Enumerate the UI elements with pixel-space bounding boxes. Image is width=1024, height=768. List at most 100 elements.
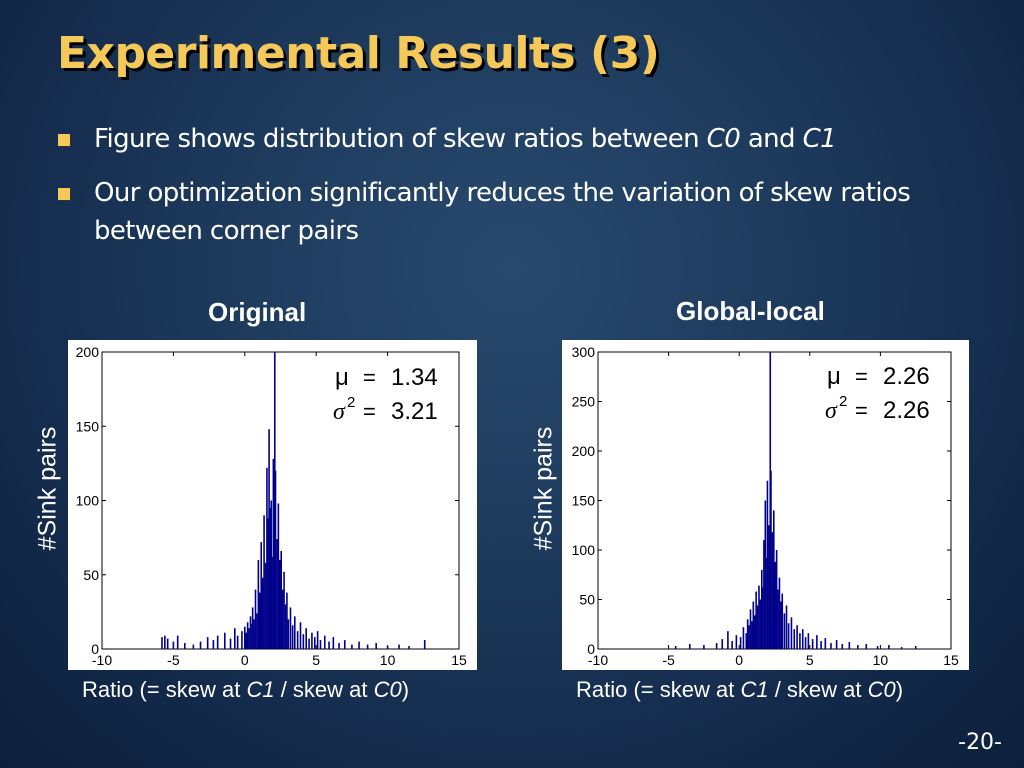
- histogram-bar: [746, 619, 749, 649]
- histogram-bar: [799, 633, 801, 649]
- histogram-bar: [790, 617, 793, 649]
- histogram-bar: [161, 637, 163, 649]
- histogram-bar: [343, 640, 346, 649]
- histogram-bar: [366, 644, 369, 649]
- histogram-bar: [263, 515, 265, 649]
- y-tick-label: 250: [572, 394, 596, 410]
- y-tick-label: 150: [572, 493, 596, 509]
- histogram-bar: [780, 601, 782, 649]
- bullet-italic-c1: C1: [802, 124, 837, 154]
- mu-equals: =: [855, 364, 868, 389]
- histogram-bar: [176, 635, 179, 649]
- histogram-bar: [254, 589, 257, 649]
- histogram-bar: [758, 585, 760, 649]
- x-label-part: / skew at: [768, 677, 868, 702]
- bullet-text-part: and: [740, 124, 803, 154]
- histogram-bar: [835, 640, 838, 649]
- x-axis-label: Ratio (= skew at C1 / skew at C0): [82, 677, 409, 703]
- histogram-bar: [338, 643, 340, 649]
- histogram-bar: [271, 556, 273, 649]
- sigma-superscript: 2: [839, 393, 847, 410]
- x-tick-label: -10: [588, 652, 608, 668]
- var-equals: =: [363, 399, 376, 424]
- histogram-bar: [245, 632, 248, 649]
- x-label-part: Ratio (= skew at: [82, 677, 247, 702]
- histogram-bar: [308, 638, 310, 649]
- histogram-bar: [289, 607, 292, 649]
- bullet-text-part: Figure shows distribution of skew ratios…: [94, 124, 707, 154]
- var-value: 3.21: [391, 398, 438, 425]
- histogram-bar: [748, 625, 750, 649]
- bullet-text: Our optimization significantly reduces t…: [94, 178, 911, 246]
- histogram-bar: [280, 550, 283, 649]
- bullet-square-icon: [58, 134, 70, 146]
- histogram-bar: [319, 640, 322, 649]
- histogram-bar: [778, 577, 781, 649]
- histogram-bar: [278, 559, 281, 649]
- histogram-bar: [246, 622, 249, 649]
- histogram-bar: [286, 592, 288, 649]
- sigma-superscript: 2: [347, 394, 355, 411]
- histogram-bar: [772, 510, 775, 649]
- x-tick-label: 10: [873, 652, 889, 668]
- histogram-bar: [824, 638, 827, 649]
- histogram-bar: [192, 644, 195, 649]
- histogram-bar: [771, 532, 774, 649]
- histogram-bar: [277, 503, 280, 649]
- mu-label: μ: [827, 363, 841, 390]
- histogram-bar: [293, 616, 296, 649]
- histogram-bar: [274, 470, 277, 649]
- histogram-bar: [351, 644, 353, 649]
- x-tick-label: 0: [735, 652, 743, 668]
- y-tick-label: 0: [91, 641, 99, 657]
- histogram-bar: [229, 638, 232, 649]
- histogram-bar: [316, 631, 319, 649]
- histogram-bar: [296, 631, 299, 649]
- x-label-italic: C0: [867, 677, 896, 702]
- y-tick-label: 0: [587, 641, 595, 657]
- histogram-bar: [323, 635, 326, 649]
- histogram-bar: [266, 518, 269, 649]
- histogram-bar: [759, 599, 762, 649]
- x-tick-label: 15: [943, 652, 959, 668]
- mu-equals: =: [363, 365, 376, 390]
- x-label-part: Ratio (= skew at: [576, 677, 741, 702]
- x-tick-label: 15: [451, 652, 467, 668]
- bullet-item: Figure shows distribution of skew ratios…: [57, 120, 1007, 158]
- slide-title: Experimental Results (3): [57, 28, 660, 79]
- histogram-bar: [745, 633, 748, 649]
- histogram-bar: [408, 646, 410, 649]
- histogram-bar: [236, 635, 239, 649]
- bullet-list: Figure shows distribution of skew ratios…: [57, 120, 1007, 266]
- bullet-item: Our optimization significantly reduces t…: [57, 174, 1007, 250]
- histogram-bar: [752, 601, 755, 649]
- histogram-bar: [248, 628, 250, 649]
- histogram-bar: [914, 646, 917, 649]
- histogram-bar: [801, 629, 804, 649]
- y-tick-label: 100: [76, 493, 100, 509]
- y-tick-label: 200: [76, 344, 100, 360]
- x-label-part: ): [895, 677, 904, 702]
- histogram-bar: [848, 642, 851, 649]
- histogram-bar: [804, 637, 807, 649]
- stats-annotation: μ = 1.34 σ 2 = 3.21: [333, 364, 438, 425]
- histogram-bar: [386, 646, 389, 649]
- histogram-bar: [249, 616, 252, 649]
- histogram-bar: [888, 645, 890, 649]
- histogram-bar: [166, 638, 169, 649]
- y-axis-label: #Sink pairs: [529, 426, 558, 551]
- sigma-label: σ: [333, 399, 346, 425]
- histogram-bar: [302, 634, 305, 649]
- histogram-bar: [264, 562, 267, 649]
- histogram-bar: [756, 605, 759, 649]
- sigma-label: σ: [825, 398, 838, 424]
- figure-heading-global-local: Global-local: [676, 296, 825, 326]
- histogram-bar: [783, 613, 786, 649]
- histogram-bar: [164, 635, 166, 649]
- histogram-bar: [731, 641, 733, 649]
- histogram-bar: [281, 589, 284, 649]
- histogram-bar: [276, 539, 278, 649]
- y-tick-label: 200: [572, 443, 596, 459]
- histogram-bar: [785, 605, 788, 649]
